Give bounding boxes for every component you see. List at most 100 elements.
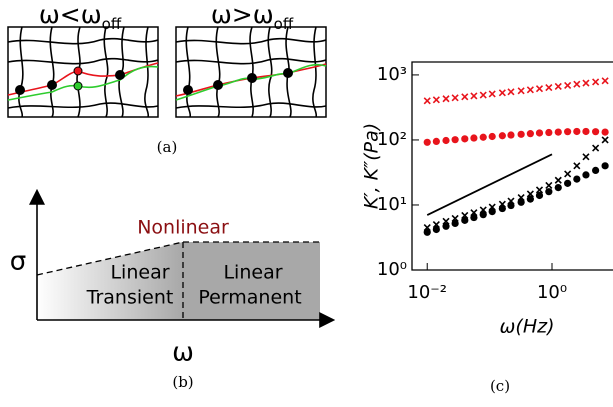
data-point — [498, 204, 506, 213]
data-point — [601, 162, 609, 170]
data-point — [461, 93, 469, 101]
data-point — [470, 134, 478, 142]
data-point — [601, 77, 609, 85]
data-point — [451, 219, 459, 228]
data-point — [479, 91, 487, 99]
data-point — [573, 127, 581, 136]
data-point — [582, 153, 590, 161]
data-point — [592, 78, 600, 86]
data-point — [554, 82, 562, 91]
data-point — [535, 186, 544, 194]
data-point — [582, 171, 590, 179]
data-point — [442, 136, 450, 145]
y-tick-label: 10² — [377, 129, 407, 150]
caption-a: (a) — [157, 138, 178, 156]
nonlinear-label: Nonlinear — [137, 217, 229, 239]
plot-frame — [411, 61, 613, 271]
data-point — [545, 128, 553, 137]
region-label: Linear — [110, 262, 169, 284]
data-point — [498, 132, 506, 140]
data-point — [526, 195, 534, 203]
data-point — [526, 86, 534, 94]
data-point — [451, 94, 459, 102]
data-point — [582, 127, 590, 136]
caption-b: (b) — [172, 373, 193, 391]
x-axis-label: ω(Hz) — [500, 316, 555, 338]
x-tick-label: 10⁰ — [537, 282, 567, 303]
data-point — [573, 175, 581, 183]
data-point — [535, 85, 544, 93]
data-point — [432, 225, 440, 234]
data-point — [554, 176, 562, 184]
data-point — [461, 216, 469, 224]
data-point — [526, 130, 534, 138]
y-tick-label: 10³ — [377, 64, 407, 85]
data-point — [432, 96, 440, 104]
data-point — [526, 190, 534, 198]
data-point — [564, 179, 572, 187]
data-point — [517, 130, 525, 138]
data-point — [592, 166, 600, 175]
data-point — [573, 80, 581, 88]
data-point — [488, 208, 496, 216]
data-point — [601, 128, 609, 136]
data-point — [488, 132, 496, 141]
panel-a-left-label: ω<ωoff — [39, 0, 122, 33]
x-tick-label: 10⁻² — [407, 282, 447, 303]
data-point — [470, 92, 478, 100]
data-point — [461, 135, 469, 143]
data-point — [517, 198, 525, 206]
data-point — [498, 89, 506, 97]
fit-line — [426, 153, 553, 216]
data-point — [423, 97, 431, 105]
data-point — [564, 128, 572, 136]
data-point — [507, 88, 515, 96]
data-point — [601, 136, 609, 144]
data-point — [545, 83, 553, 92]
data-point — [545, 181, 553, 189]
sigma-label: σ — [10, 247, 26, 277]
data-point — [479, 211, 487, 219]
data-point — [582, 79, 590, 87]
data-point — [423, 228, 431, 236]
region-label: Transient — [86, 287, 174, 309]
data-point — [564, 81, 572, 89]
panel-a-right-label: ω>ωoff — [211, 0, 294, 33]
label-sub: off — [102, 15, 122, 33]
data-point — [470, 213, 478, 222]
data-point — [442, 95, 450, 103]
data-point — [423, 138, 431, 146]
data-point — [451, 136, 459, 144]
y-tick-label: 10⁰ — [377, 259, 407, 280]
y-tick-label: 10¹ — [377, 194, 407, 215]
data-point — [545, 188, 553, 196]
data-point — [554, 183, 562, 192]
data-point — [592, 128, 600, 136]
data-point — [479, 133, 487, 141]
data-point — [535, 129, 544, 137]
label-main: ω>ω — [211, 0, 274, 29]
data-point — [573, 162, 581, 170]
network-right — [175, 26, 327, 118]
data-point — [488, 90, 496, 98]
y-axis-label: K′, K″(Pa) — [361, 123, 383, 209]
data-point — [507, 131, 515, 139]
phase-diagram — [29, 188, 336, 328]
label-sub: off — [274, 15, 294, 33]
label-main: ω<ω — [39, 0, 102, 29]
data-point — [442, 222, 450, 230]
omega-label: ω — [172, 338, 194, 368]
data-point — [507, 201, 515, 210]
data-point — [564, 170, 572, 178]
data-point — [592, 144, 600, 152]
data-point — [554, 128, 562, 136]
data-point — [517, 87, 525, 95]
network-left — [7, 26, 159, 118]
data-point — [432, 137, 440, 145]
region-label: Linear — [223, 262, 282, 284]
region-label: Permanent — [198, 287, 301, 309]
caption-c: (c) — [490, 377, 510, 395]
data-point — [535, 191, 544, 200]
